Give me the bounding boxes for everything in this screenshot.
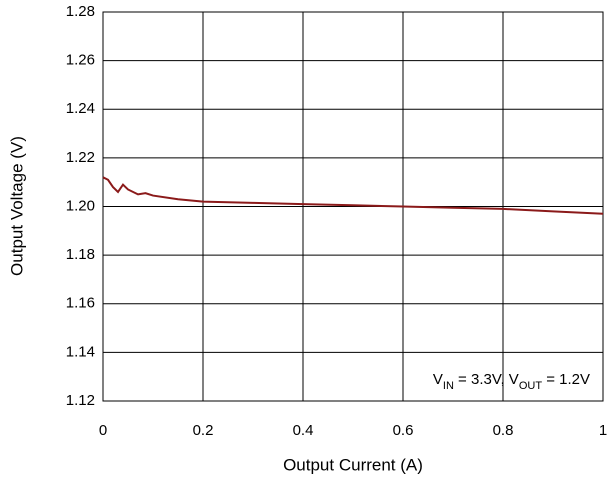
y-axis-title: Output Voltage (V) [7, 136, 26, 276]
x-axis-title: Output Current (A) [283, 455, 423, 474]
plot-frame [102, 11, 604, 402]
x-tick-label: 1 [599, 422, 607, 439]
y-tick-label: 1.28 [66, 3, 95, 20]
y-tick-label: 1.24 [66, 100, 95, 117]
y-tick-label: 1.18 [66, 246, 95, 263]
x-tick-label: 0.2 [193, 422, 214, 439]
annotation-part: IN [443, 380, 454, 392]
y-tick-label: 1.16 [66, 295, 95, 312]
annotation: VIN = 3.3V, VOUT = 1.2V [433, 371, 590, 392]
y-tick-label: 1.12 [66, 392, 95, 409]
x-tick-label: 0 [99, 422, 107, 439]
x-tick-label: 0.4 [293, 422, 314, 439]
y-tick-label: 1.26 [66, 52, 95, 69]
data-line [102, 176, 604, 215]
y-tick-label: 1.22 [66, 149, 95, 166]
annotation-part: OUT [519, 380, 543, 392]
annotation-part: V [433, 371, 443, 388]
annotation-part: = 3.3V, V [454, 371, 519, 388]
annotation-part: = 1.2V [542, 371, 590, 388]
x-tick-label: 0.6 [393, 422, 414, 439]
x-tick-label: 0.8 [493, 422, 514, 439]
y-tick-label: 1.20 [66, 197, 95, 214]
y-tick-label: 1.14 [66, 343, 95, 360]
